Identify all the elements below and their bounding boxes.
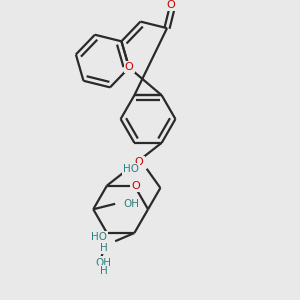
Text: O: O (135, 157, 144, 167)
Text: H: H (100, 266, 107, 276)
Text: OH: OH (95, 257, 111, 268)
Text: OH: OH (123, 199, 139, 209)
Text: H: H (100, 243, 107, 253)
Text: O: O (125, 61, 134, 72)
Text: O: O (131, 181, 140, 190)
Text: HO: HO (123, 164, 139, 174)
Text: HO: HO (92, 232, 107, 242)
Text: O: O (166, 0, 175, 10)
